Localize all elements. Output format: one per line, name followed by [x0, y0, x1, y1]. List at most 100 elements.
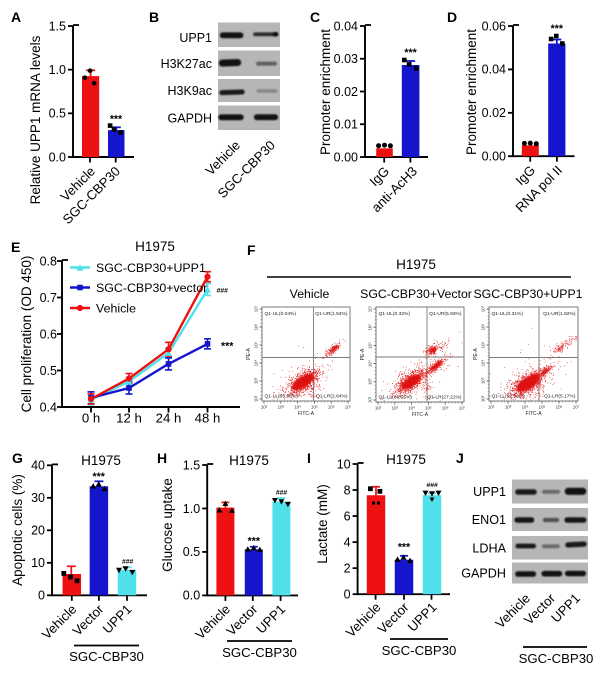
svg-text:10²: 10²: [375, 406, 382, 411]
svg-text:FITC-A: FITC-A: [298, 411, 315, 417]
svg-text:A: A: [11, 9, 21, 25]
svg-text:10: 10: [337, 457, 351, 471]
svg-text:10²: 10²: [481, 395, 486, 402]
svg-text:10⁵: 10⁵: [368, 342, 373, 349]
svg-text:Promoter enrichment: Promoter enrichment: [464, 29, 479, 155]
svg-text:C: C: [310, 9, 320, 25]
svg-text:10⁶: 10⁶: [368, 324, 373, 331]
svg-text:Q1-UR(5.93%): Q1-UR(5.93%): [429, 311, 462, 317]
svg-text:10⁷: 10⁷: [254, 305, 259, 312]
svg-text:UPP1: UPP1: [473, 485, 506, 499]
svg-text:H1975: H1975: [81, 453, 121, 468]
svg-text:***: ***: [404, 47, 417, 59]
svg-text:***: ***: [398, 542, 411, 554]
svg-text:SGC-CBP30: SGC-CBP30: [519, 651, 594, 666]
svg-text:Q1-UR(1.92%): Q1-UR(1.92%): [543, 311, 576, 317]
svg-text:B: B: [149, 9, 159, 25]
svg-text:***: ***: [93, 471, 106, 483]
svg-text:1.0: 1.0: [183, 502, 200, 516]
svg-text:10⁶: 10⁶: [442, 406, 449, 411]
svg-text:D: D: [447, 9, 457, 25]
svg-text:0: 0: [344, 588, 351, 602]
svg-text:Q1-UL(0.32%): Q1-UL(0.32%): [379, 311, 411, 317]
svg-text:30: 30: [31, 491, 45, 505]
svg-text:###: ###: [122, 559, 134, 566]
svg-text:10⁷: 10⁷: [459, 406, 466, 411]
svg-text:10³: 10³: [392, 406, 399, 411]
svg-text:***: ***: [551, 23, 564, 35]
svg-text:0.0: 0.0: [183, 589, 200, 603]
svg-text:24 h: 24 h: [156, 411, 182, 426]
svg-text:0.06: 0.06: [482, 19, 506, 33]
svg-text:0: 0: [38, 589, 45, 603]
svg-text:10³: 10³: [481, 377, 486, 384]
svg-text:10⁴: 10⁴: [481, 360, 486, 367]
svg-text:Relative UPP1 mRNA levels: Relative UPP1 mRNA levels: [28, 35, 43, 204]
svg-text:H1975: H1975: [135, 239, 175, 254]
svg-text:10⁶: 10⁶: [328, 405, 335, 410]
svg-text:H: H: [157, 450, 167, 466]
svg-text:E: E: [11, 239, 20, 255]
svg-text:10: 10: [31, 556, 45, 570]
svg-text:0.6: 0.6: [40, 327, 57, 341]
svg-text:Q1-UL(0.31%): Q1-UL(0.31%): [492, 311, 524, 317]
svg-text:0.8: 0.8: [40, 254, 57, 268]
svg-text:10⁶: 10⁶: [481, 323, 486, 330]
svg-text:SGC-CBP30+UPP1: SGC-CBP30+UPP1: [96, 261, 206, 275]
svg-text:2: 2: [344, 561, 351, 575]
svg-text:SGC-CBP30: SGC-CBP30: [69, 649, 144, 664]
svg-text:FITC-A: FITC-A: [525, 411, 542, 417]
svg-text:10²: 10²: [488, 405, 495, 410]
svg-text:10⁶: 10⁶: [254, 323, 259, 330]
svg-text:***: ***: [248, 536, 261, 548]
svg-text:10⁷: 10⁷: [481, 305, 486, 312]
svg-text:ENO1: ENO1: [472, 513, 506, 527]
svg-text:10⁵: 10⁵: [539, 405, 546, 410]
svg-text:0.00: 0.00: [482, 150, 506, 164]
svg-text:0.5: 0.5: [183, 545, 200, 559]
svg-text:UPP1: UPP1: [179, 31, 212, 45]
svg-text:0.04: 0.04: [334, 19, 358, 33]
svg-text:GAPDH: GAPDH: [461, 567, 506, 581]
svg-text:0.0: 0.0: [49, 150, 66, 164]
svg-text:FITC-A: FITC-A: [412, 412, 429, 418]
svg-text:PE-A: PE-A: [246, 348, 252, 360]
svg-text:10²: 10²: [368, 396, 373, 403]
svg-text:1.5: 1.5: [183, 458, 200, 472]
svg-text:8: 8: [344, 483, 351, 497]
svg-text:10⁴: 10⁴: [254, 360, 259, 367]
svg-text:SGC-CBP30+vector: SGC-CBP30+vector: [96, 281, 207, 295]
svg-text:0.03: 0.03: [334, 52, 358, 66]
svg-text:Q1-LL(66.55%): Q1-LL(66.55%): [379, 395, 413, 401]
svg-text:GAPDH: GAPDH: [168, 111, 212, 125]
svg-text:H3K9ac: H3K9ac: [168, 84, 212, 98]
svg-text:PE-A: PE-A: [360, 348, 366, 360]
svg-text:0.7: 0.7: [40, 291, 57, 305]
svg-text:0.5: 0.5: [49, 107, 66, 121]
svg-text:48 h: 48 h: [195, 411, 221, 426]
svg-text:0.4: 0.4: [40, 400, 57, 414]
svg-text:1.5: 1.5: [49, 19, 66, 33]
svg-text:Vehicle: Vehicle: [290, 287, 330, 301]
svg-text:SGC-CBP30+Vector: SGC-CBP30+Vector: [360, 287, 472, 301]
svg-text:10²: 10²: [261, 405, 268, 410]
svg-text:H3K27ac: H3K27ac: [161, 57, 212, 71]
svg-text:H1975: H1975: [396, 257, 436, 272]
svg-text:F: F: [247, 242, 256, 258]
svg-text:###: ###: [426, 482, 438, 489]
svg-text:Q1-UL(0.04%): Q1-UL(0.04%): [265, 311, 297, 317]
svg-text:10⁶: 10⁶: [556, 405, 563, 410]
svg-text:10⁴: 10⁴: [294, 405, 301, 410]
svg-text:Q1-LR(5.17%): Q1-LR(5.17%): [544, 394, 576, 400]
svg-text:1.0: 1.0: [49, 63, 66, 77]
svg-text:###: ###: [217, 288, 229, 295]
svg-text:H1975: H1975: [386, 452, 426, 467]
svg-text:G: G: [12, 450, 23, 466]
svg-text:Q1-LR(2.64%): Q1-LR(2.64%): [316, 394, 348, 400]
svg-text:###: ###: [276, 490, 288, 497]
svg-text:0.5: 0.5: [40, 364, 57, 378]
svg-text:***: ***: [110, 114, 123, 126]
svg-text:10⁵: 10⁵: [425, 406, 432, 411]
svg-text:0 h: 0 h: [82, 411, 100, 426]
svg-text:10⁵: 10⁵: [311, 405, 318, 410]
